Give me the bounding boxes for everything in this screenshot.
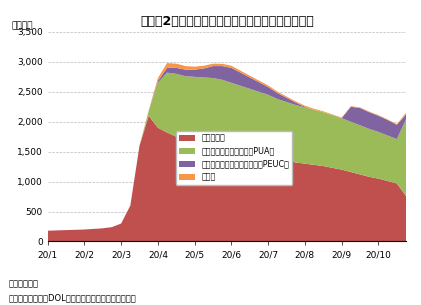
Text: （注）未季調: （注）未季調 [8, 279, 38, 288]
Title: （図表2）失業保険継続受給者数（プログラム別）: （図表2）失業保険継続受給者数（プログラム別） [140, 15, 314, 28]
Text: （万人）: （万人） [12, 21, 33, 30]
Legend: 通常支給分, パンデミック失業支援（PUA）, パンデミック緊急失業補償（PEUC）, その他: 通常支給分, パンデミック失業支援（PUA）, パンデミック緊急失業補償（PEU… [176, 131, 293, 185]
Text: （資料）労働省（DOL）よりニッセイ基礎研究所作成: （資料）労働省（DOL）よりニッセイ基礎研究所作成 [8, 293, 136, 302]
